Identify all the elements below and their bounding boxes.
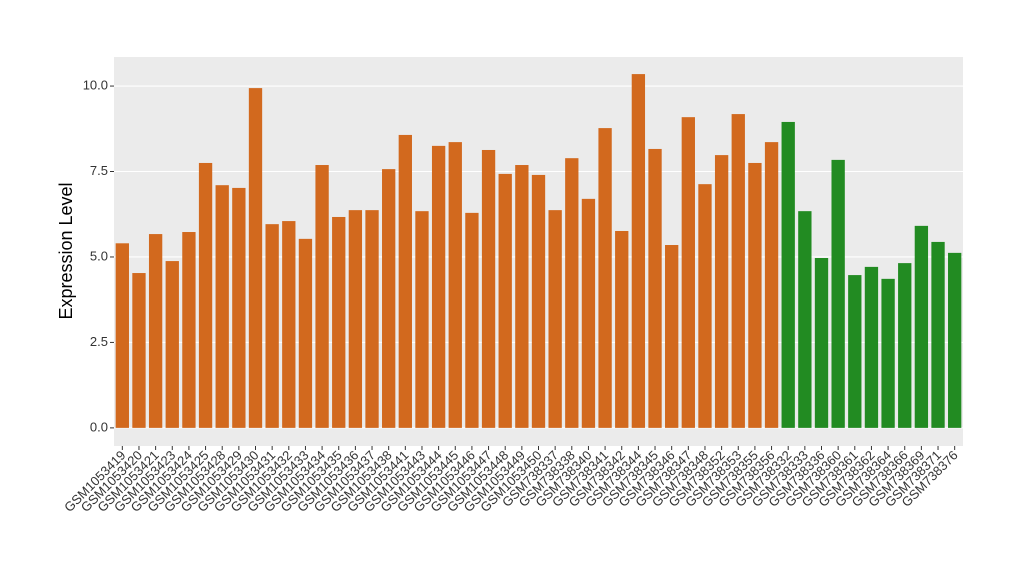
- y-axis-label: Expression Level: [56, 182, 76, 319]
- bar: [215, 185, 229, 428]
- y-tick-label: 7.5: [90, 163, 108, 178]
- bar: [898, 263, 912, 428]
- bar: [798, 211, 812, 428]
- bar: [332, 216, 346, 428]
- bar: [864, 266, 879, 428]
- bar: [498, 173, 512, 428]
- y-tick-label: 5.0: [90, 248, 108, 263]
- bar: [764, 142, 779, 428]
- bar: [631, 74, 646, 428]
- bar: [165, 261, 179, 428]
- bar: [714, 155, 729, 428]
- bar: [565, 158, 579, 428]
- bar: [698, 184, 712, 428]
- bar: [665, 245, 679, 428]
- bar: [232, 187, 246, 428]
- bar: [548, 210, 562, 428]
- bar: [248, 88, 263, 428]
- bar: [365, 210, 379, 428]
- bar: [282, 221, 296, 428]
- bar: [948, 252, 962, 428]
- bar: [914, 225, 929, 428]
- bar: [431, 145, 446, 428]
- bar: [615, 230, 629, 428]
- bar: [465, 212, 479, 428]
- bar: [515, 165, 529, 428]
- bar: [848, 275, 862, 428]
- bar: [265, 224, 279, 428]
- bar: [881, 278, 895, 428]
- bar: [148, 234, 163, 428]
- y-tick-label: 2.5: [90, 334, 108, 349]
- y-tick-label: 10.0: [83, 77, 108, 92]
- bar: [831, 159, 845, 428]
- bar: [382, 169, 396, 428]
- bar: [648, 148, 662, 428]
- bar: [398, 134, 412, 428]
- bar: [115, 243, 129, 428]
- bar: [448, 142, 462, 428]
- bar: [298, 238, 313, 428]
- bar: [415, 211, 429, 428]
- bar: [598, 128, 612, 428]
- bar: [748, 162, 762, 428]
- bar: [198, 162, 213, 428]
- bar: [781, 121, 795, 428]
- bar: [931, 241, 945, 428]
- bar: [481, 149, 496, 428]
- bar: [731, 114, 745, 428]
- bar: [681, 117, 695, 428]
- bar: [531, 174, 546, 428]
- bar: [814, 257, 829, 428]
- bar: [581, 198, 596, 428]
- y-tick-label: 0.0: [90, 419, 108, 434]
- bar: [348, 210, 363, 428]
- bar: [132, 273, 146, 428]
- bar: [182, 232, 196, 428]
- bar: [315, 165, 329, 428]
